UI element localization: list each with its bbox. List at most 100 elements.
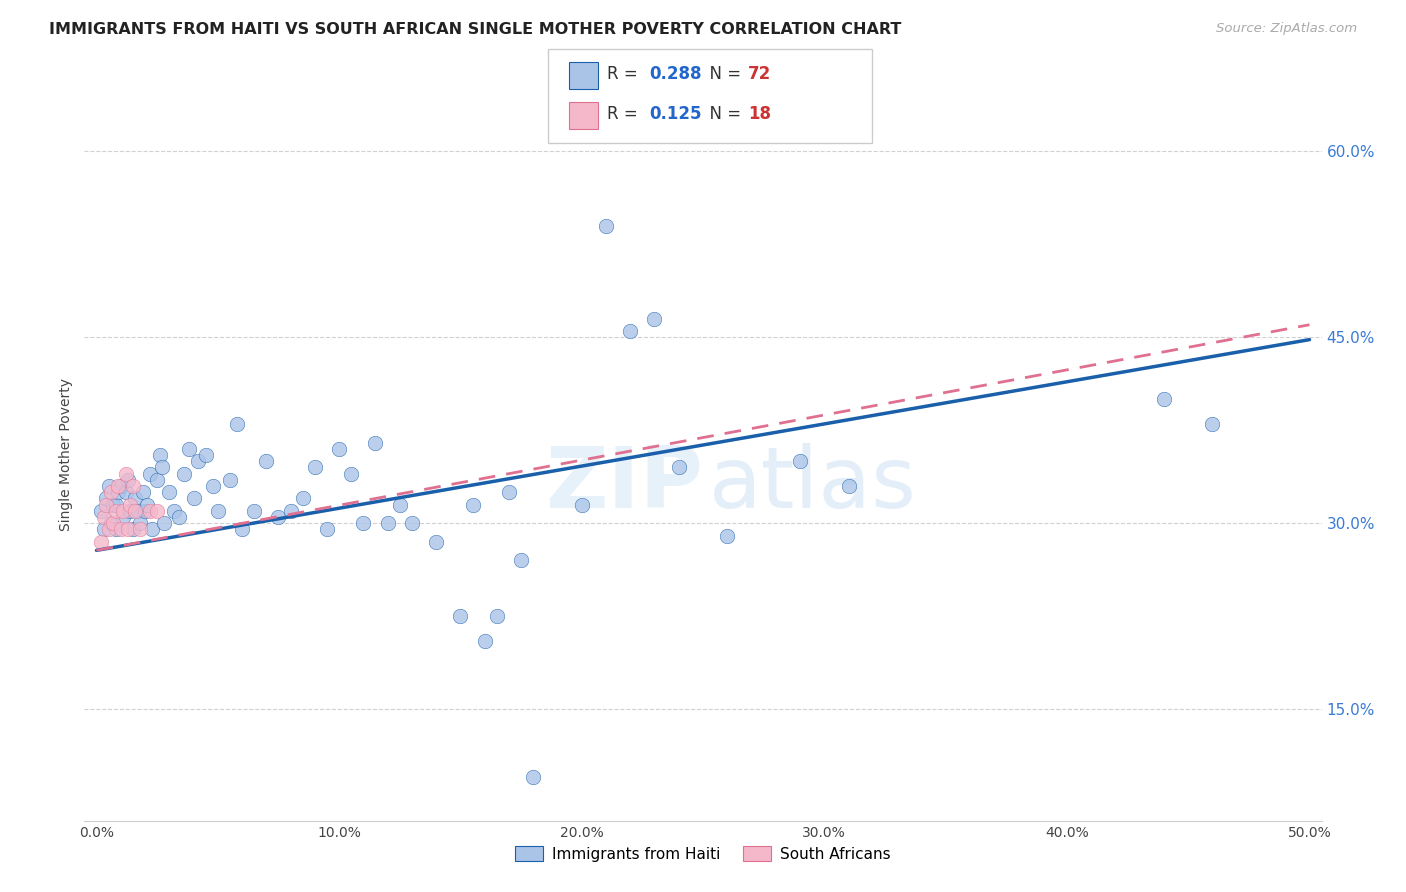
Point: [157, 485, 180, 500]
Point: [201, 479, 224, 493]
Point: [226, 417, 249, 431]
Text: R =: R =: [607, 104, 644, 122]
Point: [510, 553, 533, 567]
Point: [595, 219, 617, 233]
Point: [129, 522, 152, 536]
Point: [183, 491, 205, 506]
Text: R =: R =: [607, 65, 644, 83]
Point: [90, 534, 112, 549]
Text: atlas: atlas: [709, 442, 917, 525]
Point: [104, 522, 127, 536]
Point: [104, 498, 127, 512]
Point: [364, 435, 387, 450]
Y-axis label: Single Mother Poverty: Single Mother Poverty: [59, 378, 73, 532]
Point: [207, 504, 229, 518]
Text: 72: 72: [748, 65, 772, 83]
Point: [124, 504, 146, 518]
Text: 0.288: 0.288: [650, 65, 702, 83]
Point: [280, 504, 302, 518]
Point: [93, 509, 115, 524]
Point: [107, 479, 129, 493]
Point: [131, 485, 153, 500]
Point: [114, 485, 136, 500]
Point: [668, 460, 690, 475]
Point: [716, 528, 738, 542]
Point: [107, 485, 129, 500]
Point: [163, 504, 186, 518]
Point: [120, 498, 142, 512]
Point: [139, 467, 162, 481]
Point: [194, 448, 217, 462]
Point: [153, 516, 176, 530]
Point: [643, 311, 665, 326]
Point: [103, 498, 125, 512]
Point: [112, 504, 135, 518]
Point: [90, 504, 112, 518]
Point: [136, 498, 159, 512]
Point: [117, 522, 139, 536]
Text: 0.125: 0.125: [650, 104, 702, 122]
Text: Source: ZipAtlas.com: Source: ZipAtlas.com: [1216, 22, 1357, 36]
Point: [267, 509, 290, 524]
Point: [789, 454, 811, 468]
Text: IMMIGRANTS FROM HAITI VS SOUTH AFRICAN SINGLE MOTHER POVERTY CORRELATION CHART: IMMIGRANTS FROM HAITI VS SOUTH AFRICAN S…: [49, 22, 901, 37]
Point: [122, 522, 145, 536]
Point: [522, 770, 544, 784]
Point: [167, 509, 190, 524]
Point: [485, 609, 508, 624]
Point: [173, 467, 195, 481]
Point: [177, 442, 200, 456]
Point: [93, 522, 115, 536]
Point: [619, 324, 641, 338]
Point: [100, 485, 122, 500]
Point: [96, 491, 118, 506]
Legend: Immigrants from Haiti, South Africans: Immigrants from Haiti, South Africans: [509, 839, 897, 868]
Point: [187, 454, 209, 468]
Point: [388, 498, 411, 512]
Point: [124, 491, 146, 506]
Point: [100, 516, 122, 530]
Point: [117, 473, 139, 487]
Point: [316, 522, 339, 536]
Point: [461, 498, 484, 512]
Point: [139, 504, 162, 518]
Point: [114, 467, 136, 481]
Point: [571, 498, 593, 512]
Point: [127, 504, 149, 518]
Point: [449, 609, 471, 624]
Point: [148, 448, 170, 462]
Point: [352, 516, 374, 530]
Point: [340, 467, 363, 481]
Point: [498, 485, 520, 500]
Point: [254, 454, 277, 468]
Point: [96, 498, 118, 512]
Point: [129, 516, 152, 530]
Point: [103, 516, 125, 530]
Point: [122, 479, 145, 493]
Point: [401, 516, 423, 530]
Point: [328, 442, 350, 456]
Point: [120, 504, 142, 518]
Text: N =: N =: [699, 65, 747, 83]
Point: [110, 479, 132, 493]
Point: [97, 522, 120, 536]
Point: [291, 491, 314, 506]
Point: [474, 633, 496, 648]
Point: [146, 504, 169, 518]
Text: N =: N =: [699, 104, 747, 122]
Point: [104, 504, 127, 518]
Point: [1153, 392, 1175, 406]
Point: [1201, 417, 1223, 431]
Point: [146, 473, 169, 487]
Point: [110, 522, 132, 536]
Point: [97, 479, 120, 493]
Point: [112, 509, 135, 524]
Point: [141, 522, 163, 536]
Text: 18: 18: [748, 104, 770, 122]
Text: ZIP: ZIP: [546, 442, 703, 525]
Point: [231, 522, 253, 536]
Point: [150, 460, 173, 475]
Point: [134, 504, 156, 518]
Point: [219, 473, 242, 487]
Point: [304, 460, 326, 475]
